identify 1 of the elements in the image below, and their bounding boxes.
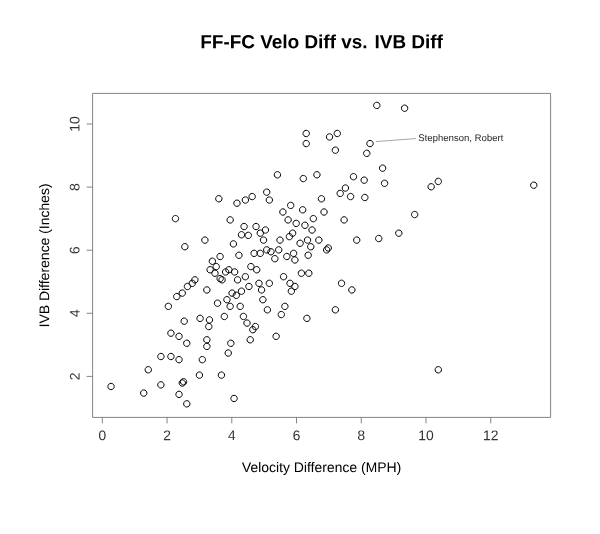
chart-title: FF-FC Velo Diff vs. IVB Diff: [201, 34, 443, 49]
